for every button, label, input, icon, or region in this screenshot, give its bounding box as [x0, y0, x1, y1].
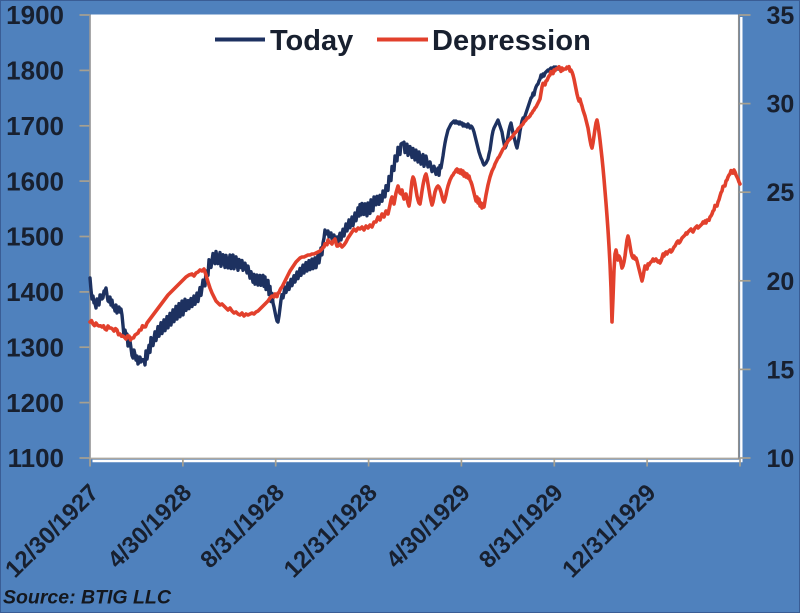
svg-text:1900: 1900 [6, 0, 64, 30]
svg-text:1100: 1100 [8, 443, 64, 473]
svg-text:Source: BTIG LLC: Source: BTIG LLC [3, 587, 172, 609]
svg-text:15: 15 [767, 356, 795, 384]
svg-text:10: 10 [767, 445, 795, 473]
svg-text:Today: Today [270, 25, 353, 57]
svg-text:20: 20 [767, 268, 795, 296]
svg-text:Depression: Depression [432, 25, 591, 57]
svg-text:1200: 1200 [6, 388, 64, 418]
svg-text:1400: 1400 [6, 277, 64, 307]
svg-text:1700: 1700 [6, 111, 64, 141]
svg-text:1500: 1500 [6, 222, 64, 252]
svg-text:1800: 1800 [6, 56, 64, 86]
svg-text:35: 35 [767, 2, 795, 30]
svg-text:25: 25 [767, 179, 795, 207]
svg-text:30: 30 [767, 91, 795, 119]
svg-text:1600: 1600 [6, 166, 64, 196]
svg-text:1300: 1300 [6, 332, 64, 362]
